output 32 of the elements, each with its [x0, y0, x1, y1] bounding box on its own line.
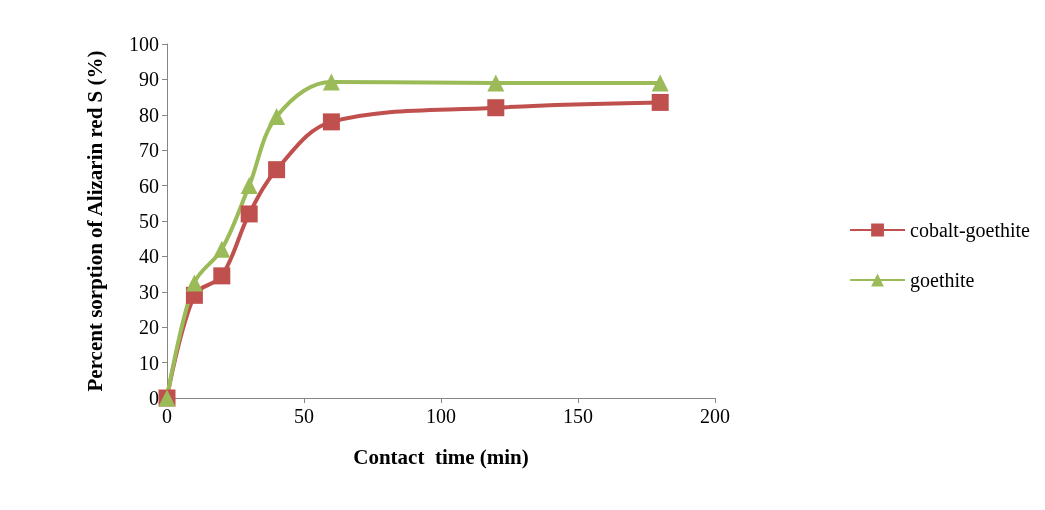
- y-tick-label: 40: [139, 245, 159, 268]
- legend-label: goethite: [910, 269, 975, 292]
- y-axis-title: Percent sorption of Alizarin red S (%): [83, 50, 107, 392]
- point: [322, 113, 340, 131]
- point: [240, 177, 258, 195]
- x-tick-label: 50: [294, 405, 314, 427]
- point: [268, 108, 286, 126]
- x-tick-label: 200: [700, 405, 730, 427]
- point: [487, 99, 505, 117]
- y-tick-label: 80: [139, 103, 159, 126]
- point: [487, 74, 505, 92]
- legend-label: cobalt-goethite: [910, 219, 1031, 242]
- y-tick-label: 90: [139, 68, 159, 91]
- y-tick-label: 60: [139, 174, 159, 197]
- y-tick-label: 10: [139, 351, 159, 374]
- point: [185, 274, 203, 292]
- point: [213, 267, 231, 285]
- point: [651, 74, 669, 92]
- y-tick-label: 70: [139, 139, 159, 162]
- x-axis-title: Contact time (min): [353, 444, 529, 469]
- point: [213, 240, 231, 258]
- point: [651, 93, 669, 111]
- point: [268, 161, 286, 179]
- y-tick-label: 30: [139, 280, 159, 303]
- x-tick-label: 100: [426, 405, 456, 427]
- point: [240, 205, 258, 223]
- y-tick-label: 0: [149, 387, 159, 409]
- y-tick-label: 50: [139, 210, 159, 232]
- point: [322, 73, 340, 91]
- y-tick-label: 20: [139, 316, 159, 339]
- y-tick-label: 100: [129, 33, 159, 55]
- x-tick-label: 150: [563, 405, 593, 427]
